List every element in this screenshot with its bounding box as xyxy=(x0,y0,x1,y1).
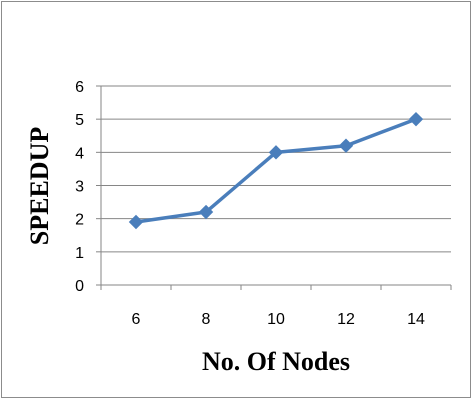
y-tick-label: 1 xyxy=(75,245,84,262)
data-point-marker xyxy=(338,138,354,153)
x-tick-label: 8 xyxy=(202,311,211,328)
data-point-marker xyxy=(198,204,214,220)
y-tick-labels: 0 1 2 3 4 5 6 xyxy=(75,79,84,295)
x-tick-label: 14 xyxy=(407,311,425,328)
x-tick-label: 10 xyxy=(267,311,285,328)
y-tick-label: 3 xyxy=(75,179,84,196)
y-tick-label: 6 xyxy=(75,79,84,96)
y-tick-label: 0 xyxy=(75,278,84,295)
series xyxy=(128,111,424,230)
x-tick-label: 6 xyxy=(132,311,141,328)
axes xyxy=(96,85,452,290)
y-axis-title: SPEEDUP xyxy=(25,127,54,246)
data-point-marker xyxy=(128,214,144,230)
data-point-marker xyxy=(268,145,284,160)
gridlines xyxy=(101,85,451,253)
series-line xyxy=(135,117,417,224)
y-tick-label: 2 xyxy=(75,212,84,229)
y-tick-label: 5 xyxy=(75,112,84,129)
x-axis-title: No. Of Nodes xyxy=(202,347,350,376)
data-point-marker xyxy=(408,111,424,127)
x-tick-labels: 6 8 10 12 14 xyxy=(132,311,425,328)
x-tick-label: 12 xyxy=(337,311,355,328)
y-tick-label: 4 xyxy=(75,145,84,162)
